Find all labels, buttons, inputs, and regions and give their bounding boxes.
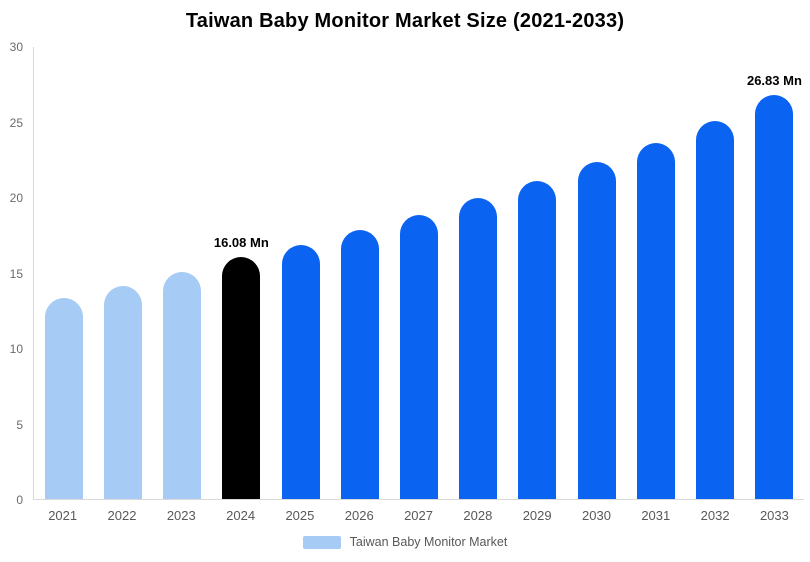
bar-column (449, 47, 508, 499)
x-tick-label: 2032 (700, 508, 730, 523)
bar-column (389, 47, 448, 499)
y-tick-label: 5 (16, 417, 23, 432)
y-tick-label: 25 (9, 115, 23, 130)
bar-column (271, 47, 330, 499)
x-tick-label: 2028 (463, 508, 493, 523)
bar-2021[interactable] (44, 297, 83, 499)
legend[interactable]: Taiwan Baby Monitor Market (0, 535, 810, 549)
bar-value-label: 16.08 Mn (213, 234, 269, 250)
x-tick-label: 2027 (404, 508, 433, 523)
bar-2032[interactable] (696, 120, 735, 499)
x-tick-label: 2023 (166, 508, 196, 523)
bar-column (567, 47, 626, 499)
bar-column: 16.08 Mn (212, 47, 271, 499)
legend-label: Taiwan Baby Monitor Market (349, 535, 508, 549)
bar-value-label: 26.83 Mn (746, 72, 802, 88)
x-tick-label: 2033 (759, 508, 789, 523)
x-tick-label: 2025 (285, 508, 315, 523)
x-tick-label: 2029 (522, 508, 552, 523)
plot-area: 16.08 Mn 26.83 Mn (33, 47, 804, 500)
bar-2029[interactable] (518, 181, 557, 499)
bar-column: 26.83 Mn (745, 47, 804, 499)
bar-column (330, 47, 389, 499)
bar-2030[interactable] (577, 162, 616, 499)
y-tick-label: 20 (9, 191, 23, 206)
bar-column (34, 47, 93, 499)
bar-column (626, 47, 685, 499)
bar-2024[interactable] (222, 256, 261, 499)
bar-2023[interactable] (163, 272, 202, 499)
y-tick-label: 0 (16, 493, 23, 507)
bar-column (686, 47, 745, 499)
bar-2033[interactable] (755, 94, 794, 499)
x-axis-labels: 2021 2022 2023 2024 2025 2026 2027 2028 2029 2030… (33, 508, 804, 523)
y-axis-labels: 0 5 10 15 20 25 30 (0, 41, 28, 506)
bar-column (93, 47, 152, 499)
bar-2028[interactable] (459, 197, 498, 499)
x-tick-label: 2030 (582, 508, 611, 523)
chart-title: Taiwan Baby Monitor Market Size (2021-20… (185, 10, 625, 32)
y-tick-label: 15 (9, 266, 23, 281)
bars: 16.08 Mn 26.83 Mn (34, 47, 804, 499)
bar-column (152, 47, 211, 499)
bar-2031[interactable] (636, 142, 675, 499)
x-tick-label: 2031 (641, 508, 671, 523)
bar-2022[interactable] (103, 285, 142, 499)
bar-2026[interactable] (340, 230, 379, 499)
x-tick-label: 2026 (344, 508, 374, 523)
x-tick-label: 2024 (226, 508, 256, 523)
bar-column (508, 47, 567, 499)
x-tick-label: 2022 (107, 508, 137, 523)
y-tick-label: 30 (9, 40, 23, 54)
bar-2027[interactable] (400, 215, 439, 499)
bar-2025[interactable] (281, 245, 320, 499)
x-tick-label: 2021 (48, 508, 78, 523)
y-tick-label: 10 (9, 342, 23, 357)
legend-swatch (302, 535, 341, 549)
